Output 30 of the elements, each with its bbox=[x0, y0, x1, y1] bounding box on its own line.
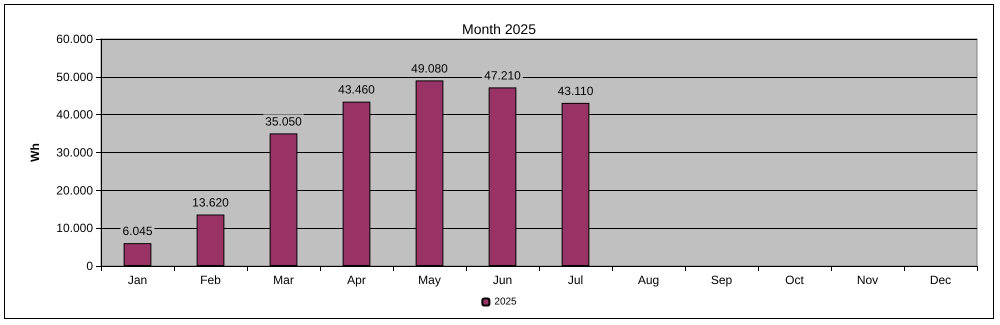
x-tick-label: Aug bbox=[638, 273, 660, 287]
data-label: 6.045 bbox=[122, 224, 153, 238]
x-tick-label: May bbox=[418, 273, 441, 287]
x-tick-label: Sep bbox=[710, 273, 732, 287]
chart-title: Month 2025 bbox=[462, 21, 536, 37]
x-tick-label: Apr bbox=[347, 273, 366, 287]
x-tick-label: Dec bbox=[930, 273, 952, 287]
y-axis-title: Wh bbox=[28, 143, 42, 162]
y-tick-label: 10.000 bbox=[56, 221, 94, 236]
x-tick-label: Jun bbox=[492, 273, 512, 287]
y-tick-label: 40.000 bbox=[56, 108, 94, 122]
data-label: 43.460 bbox=[338, 82, 376, 97]
bar bbox=[124, 243, 152, 266]
y-tick-label: 60.000 bbox=[56, 32, 94, 46]
x-tick-label: Feb bbox=[200, 273, 222, 287]
x-tick-label: Jul bbox=[568, 273, 584, 287]
y-tick-label: 30.000 bbox=[56, 146, 94, 160]
data-label: 47.210 bbox=[484, 68, 522, 82]
x-tick-label: Jan bbox=[128, 273, 148, 287]
y-tick-label: 50.000 bbox=[56, 70, 94, 84]
x-tick-label: Nov bbox=[856, 273, 878, 287]
data-label: 35.050 bbox=[265, 114, 302, 128]
y-tick-label: 0 bbox=[86, 259, 94, 273]
legend-label: 2025 bbox=[494, 296, 518, 308]
y-tick-label: 20.000 bbox=[56, 183, 94, 198]
data-label: 49.080 bbox=[411, 61, 448, 76]
x-tick-label: Mar bbox=[273, 273, 294, 287]
data-label: 43.110 bbox=[558, 84, 594, 98]
x-tick-label: Oct bbox=[785, 273, 804, 287]
data-label: 13.620 bbox=[192, 195, 230, 210]
